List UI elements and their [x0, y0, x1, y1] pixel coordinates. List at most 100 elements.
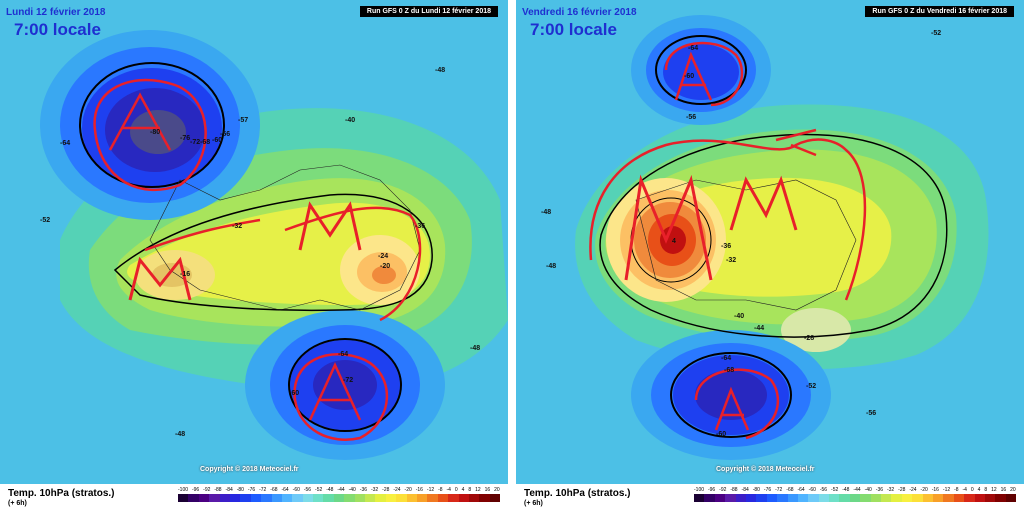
color-scale-tick: -72 — [259, 487, 267, 493]
color-scale-swatch — [694, 494, 705, 502]
color-scale-tick: -84 — [741, 487, 749, 493]
color-scale-swatch — [912, 494, 923, 502]
color-scale-tick: -92 — [203, 487, 211, 493]
color-scale-tick: -48 — [842, 487, 850, 493]
color-scale-swatch — [974, 494, 985, 502]
color-scale-tick: -36 — [359, 487, 368, 493]
time-step: (+ 6h) — [8, 500, 27, 507]
color-scale-tick: -28 — [898, 487, 906, 493]
color-scale-swatch — [365, 494, 376, 502]
color-scale-tick: -28 — [382, 487, 390, 493]
copyright: Copyright © 2018 Meteociel.fr — [716, 466, 815, 473]
color-scale-tick: -40 — [864, 487, 872, 493]
map-label: -36 — [721, 243, 731, 250]
color-scale-tick: -88 — [730, 487, 738, 493]
color-scale-tick: -68 — [270, 487, 278, 493]
color-scale-tick: -16 — [931, 487, 939, 493]
color-scale-swatch — [953, 494, 965, 502]
map-label: -60 — [716, 431, 726, 438]
color-scale-tick: -24 — [393, 487, 401, 493]
color-scale-swatch — [375, 494, 386, 502]
map-label: -28 — [804, 335, 814, 342]
color-scale-swatch — [901, 494, 913, 502]
color-scale-tick: -84 — [225, 487, 233, 493]
color-scale-swatch — [891, 494, 902, 502]
color-scale-tick: -40 — [348, 487, 356, 493]
color-scale-swatch — [745, 494, 757, 502]
map-label: -32 — [232, 223, 242, 230]
color-scale-tick: -8 — [954, 487, 959, 493]
color-scale-swatch — [995, 494, 1006, 502]
map-label: -56 — [866, 410, 876, 417]
color-scale-swatch — [787, 494, 798, 502]
color-scale-tick: 20 — [1010, 487, 1016, 493]
color-scale-swatch — [323, 494, 334, 502]
map-label: -16 — [180, 271, 190, 278]
color-scale-tick: -64 — [797, 487, 805, 493]
color-scale-swatch — [829, 494, 840, 502]
map-label: -80 — [150, 129, 160, 136]
map-label: -48 — [435, 67, 445, 74]
map-label: -48 — [541, 209, 551, 216]
color-scale-tick: -72 — [775, 487, 783, 493]
color-scale-swatch — [448, 494, 459, 502]
color-scale — [694, 494, 1017, 502]
color-scale-tick: -44 — [853, 487, 861, 493]
color-scale-tick: -80 — [236, 487, 244, 493]
color-scale-swatch — [240, 494, 251, 502]
color-scale-tick: -48 — [326, 487, 334, 493]
color-scale-swatch — [427, 494, 438, 502]
color-scale-swatch — [984, 494, 996, 502]
map-label: -24 — [378, 253, 388, 260]
color-scale-tick: -56 — [303, 487, 312, 493]
color-scale-tick: 4 — [977, 487, 981, 493]
color-scale-labels: -100 -96 -92 -88 -84 -80 -76 -72 -68 -64 -60 -56 -52… — [694, 487, 1016, 493]
map-label: -56 — [686, 114, 696, 121]
map-label: -52 — [931, 30, 941, 37]
color-scale-swatch — [704, 494, 715, 502]
color-scale-swatch — [489, 494, 501, 502]
color-scale-swatch — [479, 494, 490, 502]
color-scale-swatch — [416, 494, 428, 502]
color-scale-tick: -76 — [763, 487, 772, 493]
map-panel-left: -80 -76 -72 -68 -60 -64 -57 -56 -52 -48 … — [0, 0, 508, 512]
temperature-map-right: -64 -60 -56 -52 -48 -44 -40 -36 -32 -28 … — [516, 0, 1024, 484]
map-label: -48 — [470, 345, 480, 352]
color-scale-tick: -12 — [426, 487, 435, 493]
map-hour: 7:00 locale — [530, 20, 617, 39]
color-scale-tick: 20 — [494, 487, 500, 493]
color-scale-swatch — [735, 494, 746, 502]
color-scale-tick: -76 — [247, 487, 256, 493]
color-scale-tick: -52 — [831, 487, 839, 493]
color-scale-tick: -36 — [875, 487, 884, 493]
map-label: -52 — [40, 217, 50, 224]
color-scale-tick: 8 — [468, 487, 472, 493]
color-scale — [178, 494, 501, 502]
color-scale-tick: -20 — [920, 487, 928, 493]
color-scale-swatch — [333, 494, 345, 502]
color-scale-tick: -92 — [719, 487, 727, 493]
color-scale-swatch — [756, 494, 767, 502]
color-scale-tick: -96 — [707, 487, 716, 493]
color-scale-tick: -16 — [415, 487, 423, 493]
color-scale-swatch — [1005, 494, 1017, 502]
color-scale-swatch — [354, 494, 366, 502]
map-label: -68 — [200, 139, 210, 146]
panel-divider — [508, 0, 516, 512]
color-scale-tick: 12 — [991, 487, 997, 493]
color-scale-swatch — [344, 494, 355, 502]
color-scale-swatch — [725, 494, 736, 502]
color-scale-tick: -100 — [694, 487, 705, 493]
color-scale-swatch — [881, 494, 892, 502]
color-scale-tick: -20 — [404, 487, 412, 493]
parameter-title: Temp. 10hPa (stratos.) — [524, 488, 631, 499]
color-scale-tick: -100 — [178, 487, 189, 493]
color-scale-swatch — [302, 494, 314, 502]
color-scale-tick: 0 — [970, 487, 974, 493]
color-scale-tick: -56 — [819, 487, 828, 493]
color-scale-tick: 8 — [984, 487, 988, 493]
color-scale-tick: -88 — [214, 487, 222, 493]
color-scale-tick: -32 — [886, 487, 895, 493]
color-scale-swatch — [250, 494, 262, 502]
map-label: -36 — [415, 223, 425, 230]
